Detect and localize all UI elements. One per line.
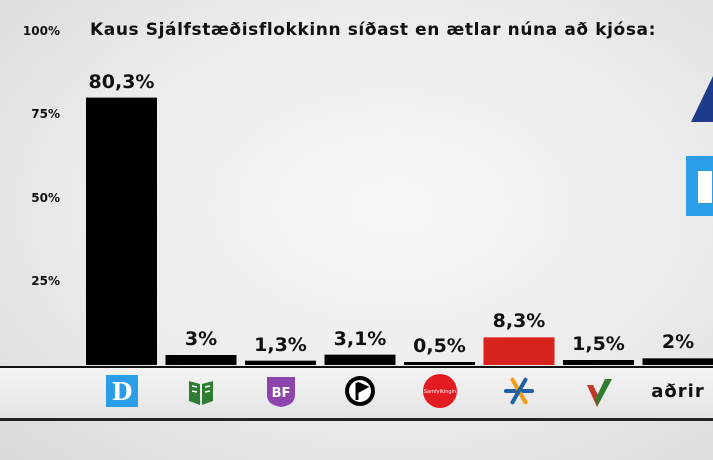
value-label: 1,5%: [572, 333, 625, 355]
party-p-logo: [342, 373, 378, 409]
bar-bf: [245, 360, 316, 365]
checkmark-icon: [586, 379, 612, 407]
party-bf-logo: BF: [263, 373, 299, 409]
bar-v: [165, 355, 237, 365]
value-label: 2%: [661, 331, 695, 354]
other-label-text: aðrir: [651, 380, 705, 402]
value-label: 8,3%: [492, 310, 546, 333]
y-tick-label: 25%: [31, 273, 60, 288]
party-c-logo: [501, 373, 537, 409]
party-d-logo: D: [104, 373, 140, 409]
decorative-blue-box: [686, 156, 713, 216]
party-s-logo: Samfylkingin: [422, 373, 458, 409]
book-icon: [189, 381, 213, 405]
pirate-flag-icon: [345, 376, 375, 406]
value-label: 80,3%: [88, 70, 155, 93]
party-f-logo: [581, 373, 617, 409]
value-label: 3%: [184, 328, 218, 350]
value-label: 0,5%: [413, 335, 466, 357]
y-tick-label: 75%: [31, 107, 60, 122]
bar-aðrir: [642, 358, 713, 365]
party-v-logo: [183, 373, 219, 409]
value-label: 3,1%: [333, 327, 387, 350]
other-label: aðrir: [643, 373, 713, 409]
y-tick-label: 100%: [22, 24, 60, 38]
bar-s: [404, 362, 475, 365]
bar-c: [483, 337, 555, 365]
snowflake-icon: [504, 377, 534, 405]
party-bf-letters: BF: [271, 386, 290, 401]
value-label: 1,3%: [254, 333, 307, 356]
party-s-text: Samfylkingin: [423, 389, 455, 395]
bar-f: [563, 360, 634, 365]
chart-title: Kaus Sjálfstæðisflokkinn síðast en ætlar…: [90, 20, 657, 40]
bar-p: [324, 354, 396, 365]
y-tick-label: 50%: [31, 190, 60, 205]
bar-d: [86, 97, 157, 365]
party-d-letter: D: [111, 377, 132, 406]
